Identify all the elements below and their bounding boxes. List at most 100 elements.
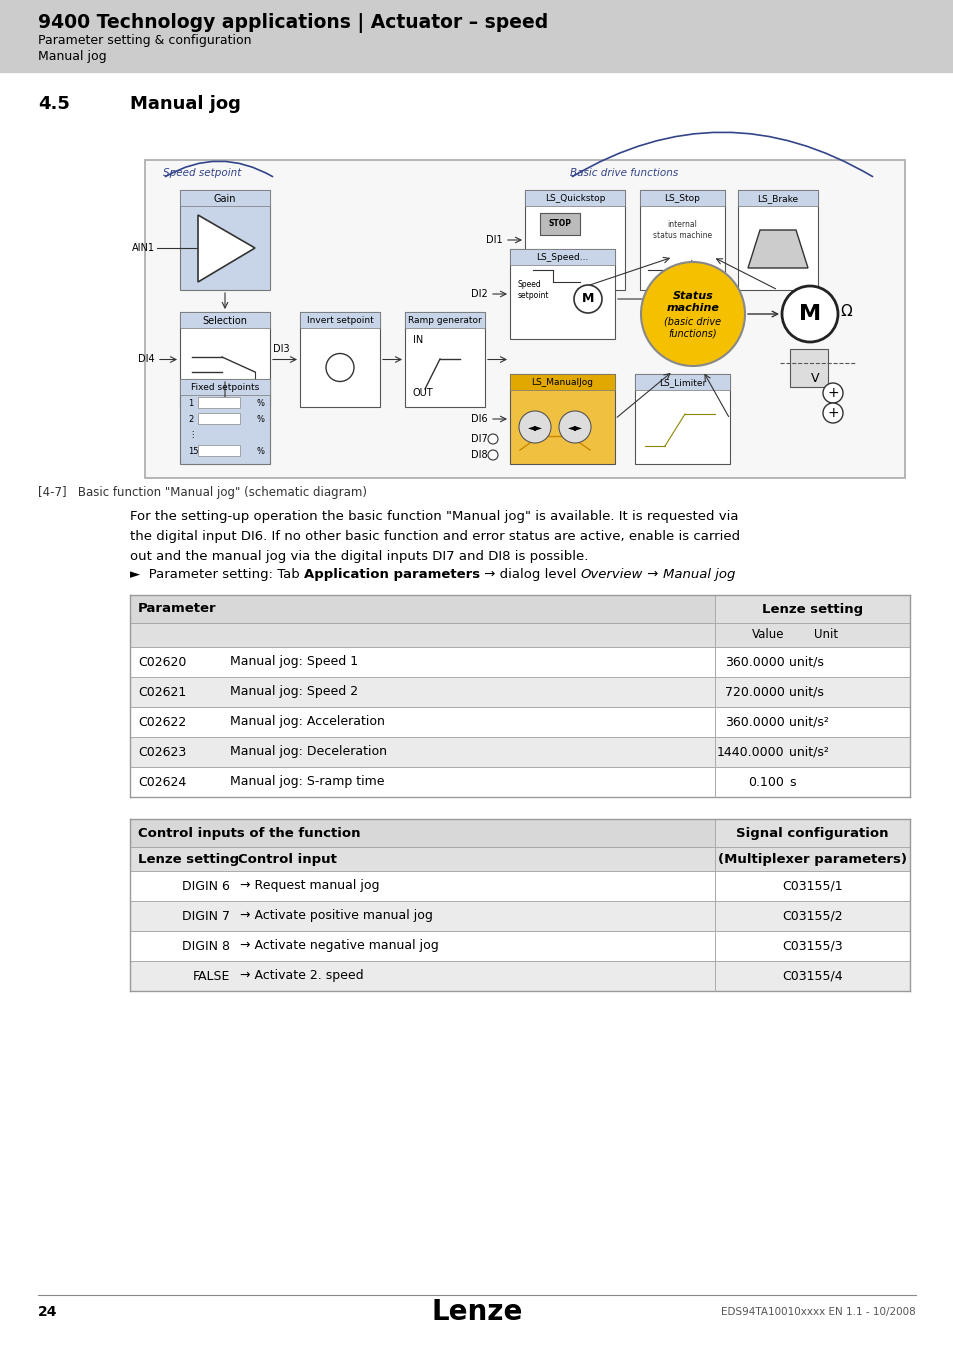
Text: Lenze setting: Lenze setting <box>138 852 239 865</box>
Text: LS_Speed...: LS_Speed... <box>536 252 588 262</box>
Text: Overview: Overview <box>580 568 642 580</box>
Bar <box>180 190 270 290</box>
Text: Unit: Unit <box>814 629 838 641</box>
Bar <box>130 767 909 796</box>
Text: 1: 1 <box>188 398 193 408</box>
Text: 720.0000: 720.0000 <box>724 686 783 698</box>
Text: Manual jog: Manual jog <box>662 568 735 580</box>
Text: unit/s: unit/s <box>789 656 823 668</box>
Text: Value: Value <box>751 629 783 641</box>
Text: 0.100: 0.100 <box>748 775 783 788</box>
Text: 1440.0000: 1440.0000 <box>716 745 783 759</box>
Text: out and the manual jog via the digital inputs DI7 and DI8 is possible.: out and the manual jog via the digital i… <box>130 549 588 563</box>
Text: LS_Stop: LS_Stop <box>664 194 700 202</box>
Text: C02624: C02624 <box>138 775 186 788</box>
Text: internal
status machine: internal status machine <box>652 220 711 240</box>
Bar <box>130 622 909 647</box>
Bar <box>405 312 484 406</box>
Text: IN: IN <box>413 335 423 346</box>
Text: Speed setpoint: Speed setpoint <box>163 167 241 178</box>
Text: 360.0000: 360.0000 <box>724 656 783 668</box>
Bar <box>130 737 909 767</box>
Text: Application parameters: Application parameters <box>304 568 479 580</box>
Text: FALSE: FALSE <box>193 969 230 983</box>
Bar <box>510 374 615 390</box>
Text: LS_ManualJog: LS_ManualJog <box>531 378 593 387</box>
Text: Manual jog: Acceleration: Manual jog: Acceleration <box>230 716 384 729</box>
Text: unit/s: unit/s <box>789 686 823 698</box>
Text: machine: machine <box>666 302 719 313</box>
Text: C03155/3: C03155/3 <box>781 940 841 953</box>
Text: 24: 24 <box>38 1305 57 1319</box>
Text: EDS94TA10010xxxx EN 1.1 - 10/2008: EDS94TA10010xxxx EN 1.1 - 10/2008 <box>720 1307 915 1318</box>
Text: Control inputs of the function: Control inputs of the function <box>138 826 360 840</box>
Text: %: % <box>256 447 265 455</box>
Text: LS_Quickstop: LS_Quickstop <box>544 194 604 202</box>
Bar <box>130 647 909 676</box>
Text: STOP: STOP <box>548 220 571 228</box>
Bar <box>130 961 909 991</box>
Text: Ramp generator: Ramp generator <box>408 316 481 325</box>
Bar <box>639 190 724 290</box>
Text: C03155/4: C03155/4 <box>781 969 841 983</box>
Bar <box>198 413 240 424</box>
Text: LS_Limiter: LS_Limiter <box>659 378 705 387</box>
Bar <box>130 871 909 900</box>
Text: DI1: DI1 <box>486 235 502 244</box>
Text: Manual jog: Manual jog <box>130 95 240 113</box>
Bar <box>180 379 270 396</box>
Text: C02622: C02622 <box>138 716 186 729</box>
Text: Signal configuration: Signal configuration <box>736 826 888 840</box>
Text: → Request manual jog: → Request manual jog <box>240 879 379 892</box>
Bar <box>145 161 904 478</box>
Text: [4-7]   Basic function "Manual jog" (schematic diagram): [4-7] Basic function "Manual jog" (schem… <box>38 486 367 500</box>
Bar <box>714 595 909 622</box>
Text: AIN1: AIN1 <box>132 243 154 252</box>
Bar <box>524 190 624 290</box>
Text: OUT: OUT <box>413 387 434 398</box>
Text: 2: 2 <box>188 414 193 424</box>
Text: LS_Brake: LS_Brake <box>757 194 798 202</box>
Bar <box>714 846 909 871</box>
Bar <box>789 350 827 387</box>
Circle shape <box>326 354 354 382</box>
Bar <box>130 595 909 622</box>
Text: DI7: DI7 <box>471 433 488 444</box>
Text: Parameter setting & configuration: Parameter setting & configuration <box>38 34 252 47</box>
Bar <box>130 819 909 846</box>
Bar <box>130 707 909 737</box>
Text: ◄►: ◄► <box>567 423 582 432</box>
Text: DI4: DI4 <box>138 355 154 364</box>
Bar <box>0 0 953 72</box>
Text: +: + <box>826 386 838 400</box>
Text: M: M <box>798 304 821 324</box>
Text: DI6: DI6 <box>471 414 488 424</box>
Text: unit/s²: unit/s² <box>789 745 828 759</box>
Text: %: % <box>256 414 265 424</box>
Circle shape <box>488 433 497 444</box>
Text: DIGIN 6: DIGIN 6 <box>182 879 230 892</box>
Text: unit/s²: unit/s² <box>789 716 828 729</box>
Bar <box>180 312 270 328</box>
Text: (Multiplexer parameters): (Multiplexer parameters) <box>718 852 906 865</box>
Text: Manual jog: Deceleration: Manual jog: Deceleration <box>230 745 387 759</box>
Bar <box>539 213 579 235</box>
Text: →: → <box>642 568 662 580</box>
Bar <box>639 190 724 207</box>
Polygon shape <box>747 230 807 269</box>
Text: Manual jog: Speed 1: Manual jog: Speed 1 <box>230 656 357 668</box>
Text: 9400 Technology applications | Actuator – speed: 9400 Technology applications | Actuator … <box>38 14 548 32</box>
Bar <box>180 312 270 406</box>
Bar <box>510 374 615 464</box>
Circle shape <box>822 404 842 423</box>
Bar <box>198 446 240 456</box>
Text: (basic drive: (basic drive <box>663 317 720 327</box>
Text: Lenze setting: Lenze setting <box>761 602 862 616</box>
Text: C03155/2: C03155/2 <box>781 910 841 922</box>
Text: For the setting-up operation the basic function "Manual jog" is available. It is: For the setting-up operation the basic f… <box>130 510 738 522</box>
Text: Manual jog: S-ramp time: Manual jog: S-ramp time <box>230 775 384 788</box>
Bar <box>405 312 484 328</box>
Bar <box>510 248 615 339</box>
Text: 360.0000: 360.0000 <box>724 716 783 729</box>
Bar <box>130 900 909 931</box>
